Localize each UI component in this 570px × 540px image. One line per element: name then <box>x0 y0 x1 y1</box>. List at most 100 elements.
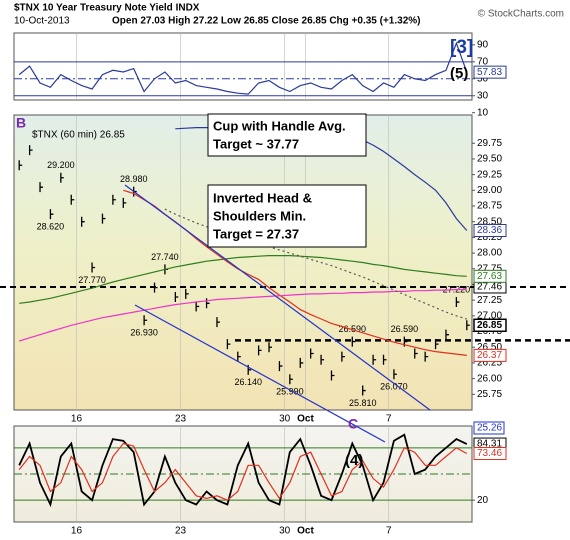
end-label-box <box>473 348 507 362</box>
price-bar <box>372 354 377 365</box>
y-tick-label: 25.75 <box>477 389 502 400</box>
value-label: 27.740 <box>151 252 179 262</box>
price-bar <box>205 298 210 309</box>
series-line <box>19 255 467 304</box>
annotation: Shoulders Min. <box>213 208 306 223</box>
x-tick-label: 7 <box>386 414 392 425</box>
y-tick-label: 29.75 <box>477 138 502 149</box>
y-tick-label: 90 <box>477 40 489 51</box>
y-tick-label: 28.75 <box>477 201 502 212</box>
x-tick-label: Oct <box>297 414 314 425</box>
value-label: 26.140 <box>234 377 262 387</box>
x-tick-label: 16 <box>71 414 83 425</box>
price-bar <box>330 370 335 381</box>
annotation-box <box>207 184 367 248</box>
series-line <box>18 442 468 501</box>
end-label: 28.36 <box>477 225 502 236</box>
price-bar <box>299 357 304 368</box>
price-bar <box>18 160 23 171</box>
price-bar <box>216 317 220 328</box>
price-bar <box>455 297 460 308</box>
value-label: 25.990 <box>276 387 304 397</box>
quote: Open 27.03 High 27.22 Low 26.85 Close 26… <box>112 16 420 27</box>
y-tick-label: 28.50 <box>477 216 502 227</box>
x-tick-label: 23 <box>175 526 187 537</box>
end-label-box <box>473 447 507 461</box>
y-tick-label: 27.00 <box>477 310 502 321</box>
value-label: 25.810 <box>349 398 377 408</box>
y-tick-label: 20 <box>477 495 489 506</box>
y-tick-label: 29.50 <box>477 154 502 165</box>
annotation: Target ~ 37.77 <box>213 136 299 151</box>
price-bar <box>226 339 231 350</box>
legend-label: $TNX (60 min) 26.85 <box>32 130 125 141</box>
price-bar <box>195 301 200 312</box>
price-bar <box>49 209 54 220</box>
value-label: 26.070 <box>380 382 408 392</box>
annotation: Target = 27.37 <box>213 226 299 241</box>
y-tick-label: 50 <box>477 73 489 84</box>
y-tick-label: 29.00 <box>477 185 502 196</box>
price-bar <box>278 361 283 372</box>
y-tick-label: 30 <box>477 90 489 101</box>
annotation: Inverted Head & <box>213 190 312 205</box>
annotation-box <box>207 113 367 157</box>
price-bar <box>268 342 273 353</box>
end-label: 26.37 <box>477 350 502 361</box>
end-label-box <box>473 318 507 333</box>
panel <box>13 114 473 411</box>
y-tick-label: 28.25 <box>477 232 502 243</box>
wave-label: B <box>16 115 26 131</box>
value-label: 28.980 <box>120 174 148 184</box>
price-bar <box>237 351 241 362</box>
marker-box <box>473 421 505 435</box>
y-tick-label: 29.25 <box>477 169 502 180</box>
wave-label: (4) <box>345 452 363 469</box>
price-bar <box>414 348 418 359</box>
channel-line <box>124 184 431 411</box>
series-line <box>19 288 467 342</box>
price-bar <box>39 182 44 193</box>
price-bar <box>153 282 158 293</box>
price-bar <box>185 288 189 299</box>
value-label: 28.620 <box>37 222 65 232</box>
x-tick-label: 30 <box>279 414 291 425</box>
price-bar <box>393 369 397 380</box>
price-bar <box>362 385 366 396</box>
end-label: 27.46 <box>477 282 502 293</box>
end-label-box <box>473 269 507 283</box>
price-bar <box>320 354 325 365</box>
y-tick-label: 26.25 <box>477 358 502 369</box>
panel <box>13 32 473 101</box>
price-bar <box>289 374 293 385</box>
plot: 10 30 50 70 90 57.83 16 23 30 Oct 7 29.75 29.50 29.25… <box>0 32 570 537</box>
price-bar <box>70 194 75 205</box>
y-tick-label: 27.75 <box>477 263 502 274</box>
x-tick-label: Oct <box>297 526 314 537</box>
end-label: 26.85 <box>477 320 502 331</box>
price-bar <box>257 345 262 356</box>
price-bar <box>466 320 470 331</box>
end-label-box <box>473 223 507 237</box>
price-bar <box>143 315 148 326</box>
series-line <box>18 433 468 508</box>
annotation: Cup with Handle Avg. <box>213 118 346 133</box>
end-label: 57.83 <box>477 67 502 78</box>
price-bar <box>101 213 106 224</box>
credit: © StockCharts.com <box>478 9 564 20</box>
price-bar <box>174 292 179 303</box>
price-bar <box>112 194 116 205</box>
price-bar <box>81 216 85 227</box>
overlay: Cup with Handle Avg. Target ~ 37.77 Inve… <box>16 37 505 469</box>
price-bar <box>341 351 345 362</box>
x-tick-label: 7 <box>386 526 392 537</box>
y-tick-label: 26.00 <box>477 373 502 384</box>
value-label: 27.770 <box>78 275 106 285</box>
end-label-box <box>473 65 507 79</box>
series-line <box>18 41 468 95</box>
price-bar <box>434 339 439 350</box>
wave-label: (5) <box>450 65 468 82</box>
value-label: 26.590 <box>391 324 419 334</box>
y-tick-label: 10 <box>477 107 489 118</box>
